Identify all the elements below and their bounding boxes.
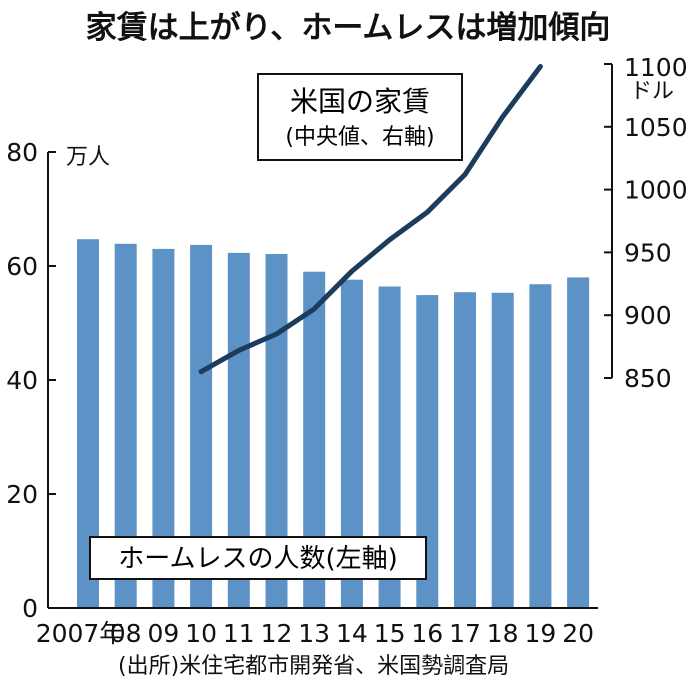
rent-legend-box: 米国の家賃 (中央値、右軸) — [257, 73, 463, 161]
rent-line — [198, 64, 543, 375]
x-tick-label: 08 — [110, 619, 142, 648]
x-tick-label: 20 — [562, 619, 594, 648]
left-tick-label: 0 — [22, 594, 38, 623]
x-tick-label: 12 — [261, 619, 293, 648]
x-tick-label: 09 — [147, 619, 179, 648]
left-tick-label: 40 — [6, 366, 38, 395]
bar — [378, 286, 401, 608]
bar — [567, 277, 590, 608]
right-tick-label: 900 — [624, 301, 672, 330]
left-tick-label: 60 — [6, 252, 38, 281]
left-axis-ticks: 0 20 40 60 80 — [6, 138, 56, 623]
chart-title: 家賃は上がり、ホームレスは増加傾向 — [85, 10, 611, 46]
left-axis-unit: 万人 — [66, 145, 110, 170]
x-tick-label: 2007年 — [36, 619, 125, 648]
right-axis-ticks: 850 900 950 1000 1050 1100 — [604, 53, 688, 393]
right-tick-label: 1100 — [624, 53, 688, 82]
left-tick-label: 80 — [6, 138, 38, 167]
x-tick-label: 13 — [298, 619, 330, 648]
rent-legend-label: 米国の家賃 — [290, 85, 430, 118]
bar — [303, 271, 326, 608]
right-tick-label: 1050 — [624, 113, 688, 142]
bar — [529, 284, 552, 608]
bar — [340, 279, 363, 608]
x-tick-label: 16 — [411, 619, 443, 648]
bar — [152, 248, 175, 608]
x-tick-label: 10 — [185, 619, 217, 648]
right-tick-label: 850 — [624, 364, 672, 393]
x-tick-label: 15 — [374, 619, 406, 648]
bar — [77, 239, 99, 608]
left-tick-label: 20 — [6, 480, 38, 509]
source-note: (出所)米住宅都市開発省、米国勢調査局 — [118, 654, 510, 679]
bar — [454, 292, 476, 608]
bar — [265, 254, 288, 608]
homeless-legend-label: ホームレスの人数(左軸) — [118, 544, 398, 574]
x-tick-label: 14 — [336, 619, 368, 648]
right-axis-unit: ドル — [630, 79, 674, 104]
right-tick-label: 950 — [624, 238, 672, 267]
bar — [190, 244, 213, 608]
bar — [416, 295, 439, 608]
bar — [491, 292, 514, 608]
x-tick-label: 11 — [223, 619, 255, 648]
homeless-legend-frame — [89, 536, 427, 580]
bar — [227, 252, 250, 608]
x-tick-label: 17 — [449, 619, 481, 648]
right-tick-label: 1000 — [624, 176, 688, 205]
rent-legend-sublabel: (中央値、右軸) — [285, 125, 434, 150]
rent-legend-frame — [257, 73, 463, 161]
x-tick-label: 18 — [487, 619, 519, 648]
bar — [114, 243, 137, 608]
homeless-legend-box: ホームレスの人数(左軸) — [89, 536, 427, 580]
bars-group — [77, 239, 590, 608]
x-tick-label: 19 — [524, 619, 556, 648]
